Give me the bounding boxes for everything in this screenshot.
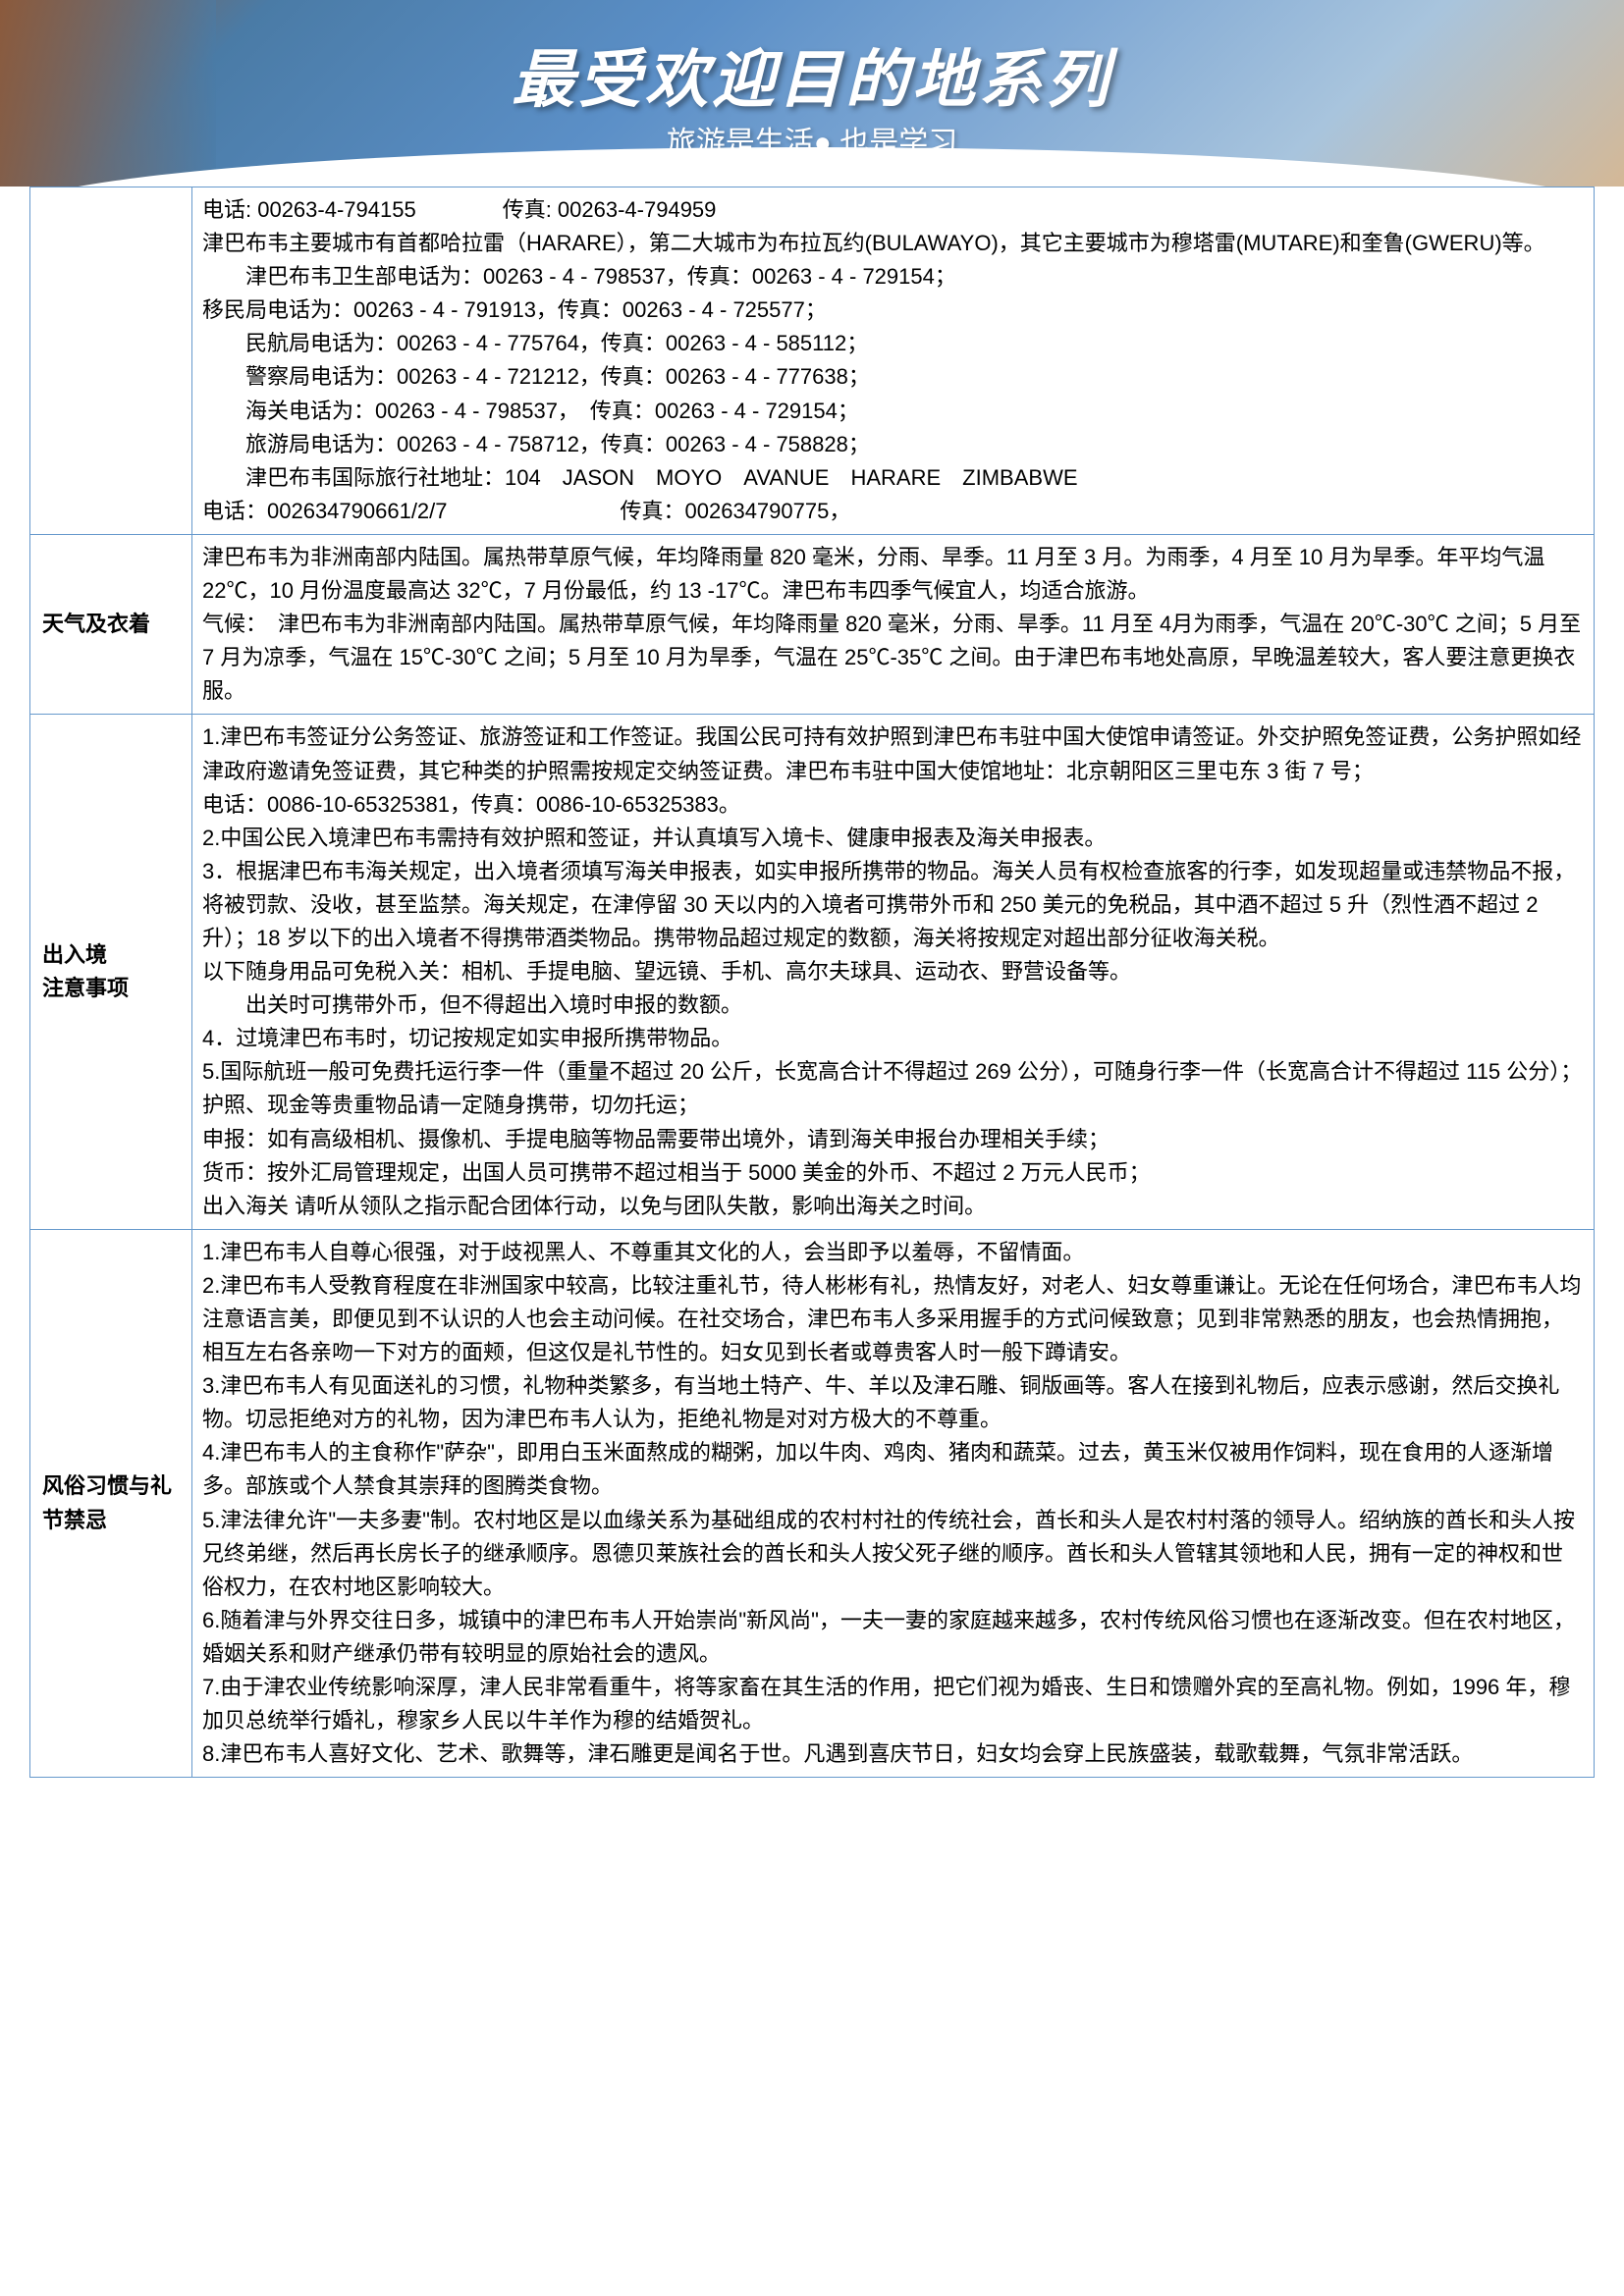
row-content: 1.津巴布韦签证分公务签证、旅游签证和工作签证。我国公民可持有效护照到津巴布韦驻… <box>192 715 1595 1229</box>
table-row: 风俗习惯与礼节禁忌1.津巴布韦人自尊心很强，对于歧视黑人、不尊重其文化的人，会当… <box>30 1229 1595 1778</box>
table-row: 天气及衣着津巴布韦为非洲南部内陆国。属热带草原气候，年均降雨量 820 毫米，分… <box>30 534 1595 714</box>
table-row: 出入境注意事项1.津巴布韦签证分公务签证、旅游签证和工作签证。我国公民可持有效护… <box>30 715 1595 1229</box>
banner-subtitle: 旅游是生活● 也是学习 <box>667 118 957 161</box>
row-label: 风俗习惯与礼节禁忌 <box>30 1229 192 1778</box>
row-label <box>30 187 192 535</box>
content-area: 电话: 00263-4-794155 传真: 00263-4-794959津巴布… <box>0 187 1624 1817</box>
info-table: 电话: 00263-4-794155 传真: 00263-4-794959津巴布… <box>29 187 1595 1778</box>
table-row: 电话: 00263-4-794155 传真: 00263-4-794959津巴布… <box>30 187 1595 535</box>
row-content: 津巴布韦为非洲南部内陆国。属热带草原气候，年均降雨量 820 毫米，分雨、旱季。… <box>192 534 1595 714</box>
row-content: 1.津巴布韦人自尊心很强，对于歧视黑人、不尊重其文化的人，会当即予以羞辱，不留情… <box>192 1229 1595 1778</box>
row-label: 天气及衣着 <box>30 534 192 714</box>
row-label: 出入境注意事项 <box>30 715 192 1229</box>
banner: 最受欢迎目的地系列 旅游是生活● 也是学习 <box>0 0 1624 187</box>
row-content: 电话: 00263-4-794155 传真: 00263-4-794959津巴布… <box>192 187 1595 535</box>
banner-title: 最受欢迎目的地系列 <box>512 29 1112 120</box>
